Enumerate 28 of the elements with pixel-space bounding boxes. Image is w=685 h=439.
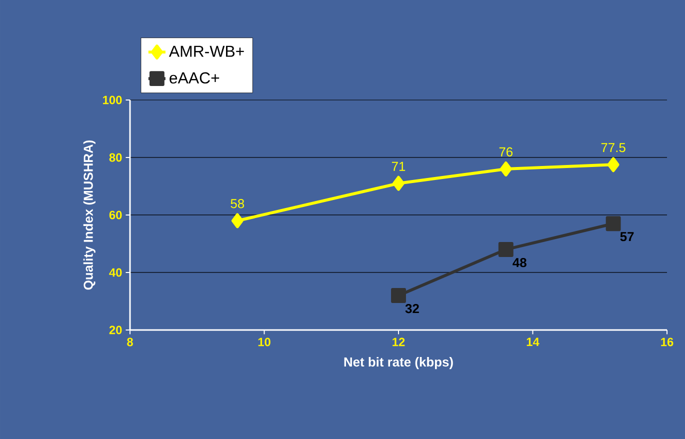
- point: [606, 216, 621, 232]
- x-tick-label: 14: [526, 338, 540, 346]
- data-label: 77.5: [601, 143, 626, 152]
- y-tick-label: 60: [109, 210, 122, 220]
- point: [498, 242, 514, 257]
- data-label: 58: [230, 199, 244, 208]
- data-label: 71: [392, 162, 406, 171]
- y-tick-label: 80: [109, 153, 122, 162]
- x-tick-label: 12: [392, 338, 405, 346]
- x-tick-label: 16: [661, 338, 674, 346]
- point: [607, 157, 620, 172]
- y-axis-title: Quality Index (MUSHRA): [83, 140, 96, 290]
- y-tick-label: 20: [109, 326, 122, 334]
- data-label: 32: [405, 304, 419, 314]
- point: [391, 288, 406, 303]
- data-label: 76: [499, 147, 513, 156]
- y-tick-label: 100: [103, 96, 122, 104]
- data-label: 48: [512, 258, 526, 268]
- x-tick-label: 8: [127, 338, 133, 346]
- legend-label: eAAC+: [170, 72, 220, 84]
- legend-label: AMR-WB+: [168, 46, 244, 57]
- x-tick-label: 10: [258, 338, 270, 346]
- x-axis-title: Net bit rate (kbps): [344, 357, 453, 370]
- data-label: 57: [620, 232, 634, 242]
- point: [231, 213, 244, 228]
- point: [392, 176, 404, 191]
- point: [500, 162, 512, 176]
- y-tick-label: 40: [109, 268, 122, 277]
